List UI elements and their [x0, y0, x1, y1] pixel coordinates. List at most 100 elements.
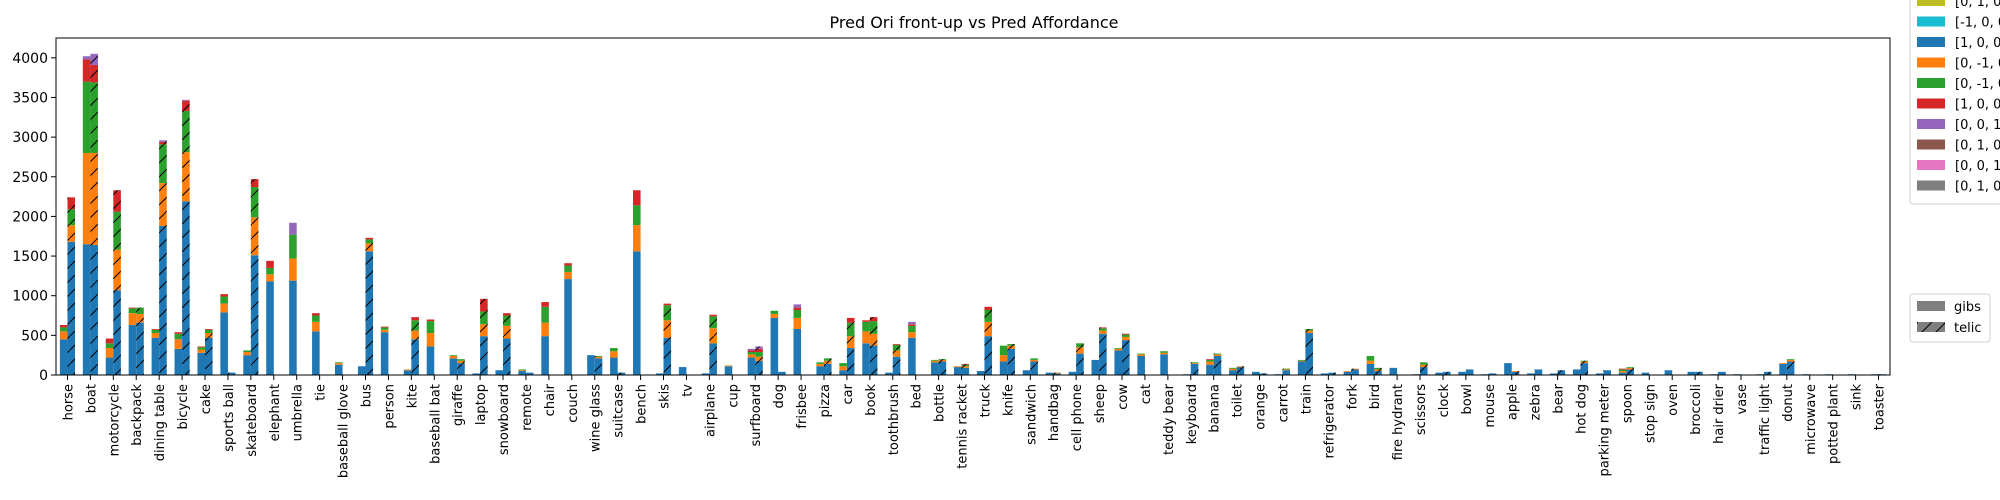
bar-segment	[793, 304, 802, 308]
bar-segment	[747, 348, 756, 351]
bar-segment-hatch	[1374, 371, 1382, 375]
bar-segment	[770, 310, 779, 314]
bars-layer	[59, 53, 1887, 375]
x-tick-label: broccoli	[1689, 384, 1704, 435]
x-tick-label: hair drier	[1712, 383, 1727, 444]
bar-segment	[426, 332, 435, 347]
bar-segment	[128, 325, 137, 375]
bar-segment-hatch	[709, 314, 717, 317]
x-tick-label: toothbrush	[887, 384, 902, 455]
bar-segment-hatch	[1076, 347, 1084, 354]
bar-segment	[541, 306, 549, 323]
bar-segment-hatch	[457, 359, 465, 361]
bar-segment	[862, 331, 870, 344]
bar-segment	[862, 321, 870, 332]
legend-label: [0, -1, 0	[1955, 57, 2000, 72]
bar-segment-hatch	[1626, 367, 1634, 370]
bar-segment-hatch	[984, 306, 993, 310]
x-tick-label: cell phone	[1070, 384, 1085, 451]
bar-segment	[1458, 371, 1466, 375]
bar-segment	[816, 362, 824, 364]
bar-segment-hatch	[1305, 329, 1313, 331]
bar-segment-hatch	[663, 305, 672, 321]
bar-segment	[426, 346, 435, 375]
bar-segment	[312, 331, 320, 375]
bar-segment	[1366, 363, 1375, 375]
bar-segment-hatch	[1534, 369, 1543, 375]
bar-segment	[128, 308, 137, 314]
bar-segment	[793, 317, 802, 330]
bar-segment-hatch	[1053, 372, 1061, 374]
bar-segment-hatch	[365, 239, 374, 244]
bar-segment-hatch	[1030, 359, 1038, 362]
bar-segment	[1572, 369, 1581, 375]
bar-segment-hatch	[984, 309, 993, 322]
bar-segment-hatch	[1763, 371, 1772, 375]
bar-segment	[105, 348, 114, 358]
bar-segment-hatch	[67, 225, 76, 242]
bar-segment	[266, 281, 274, 375]
x-tick-label: bus	[359, 384, 374, 407]
bar-segment	[426, 321, 435, 333]
bar-segment	[1229, 370, 1237, 375]
bar-segment-hatch	[892, 344, 901, 351]
legend-label: [-1, 0, 0	[1955, 16, 2000, 31]
plot-frame	[55, 37, 1891, 376]
bar-segment-hatch	[823, 360, 832, 364]
bar-segment	[1251, 371, 1260, 375]
bar-segment-hatch	[869, 317, 878, 322]
bar-segment-hatch	[136, 313, 144, 323]
x-tick-label: chair	[543, 383, 558, 416]
bar-segment-hatch	[961, 363, 970, 365]
x-tick-label: hot dog	[1575, 384, 1590, 434]
bar-segment	[82, 59, 91, 82]
bar-segment	[1114, 350, 1123, 375]
bar-segment	[197, 352, 206, 375]
x-tick-label: fire hydrant	[1391, 384, 1406, 460]
bar-segment	[266, 260, 274, 268]
bar-segment-hatch	[846, 317, 855, 323]
bar-segment	[1343, 371, 1352, 375]
x-tick-label: spoon	[1620, 384, 1635, 423]
bar-segment-hatch	[1282, 368, 1291, 370]
bar-segment	[449, 355, 458, 356]
bar-segment-hatch	[709, 316, 717, 329]
x-tick-label: potted plant	[1827, 384, 1842, 464]
bar-segment	[174, 332, 183, 334]
x-tick-label: clock	[1437, 384, 1452, 418]
x-tick-label: dog	[772, 384, 787, 408]
bar-segment-hatch	[663, 320, 672, 338]
bar-segment-hatch	[365, 237, 374, 240]
bar-segment-hatch	[1786, 359, 1795, 362]
bar-segment	[334, 364, 343, 375]
bar-segment-hatch	[411, 339, 419, 375]
bar-segment-hatch	[1305, 332, 1313, 375]
bar-segment	[105, 343, 114, 349]
bar-segment	[976, 371, 985, 375]
bar-segment-hatch	[1282, 369, 1291, 371]
bar-segment-hatch	[846, 336, 855, 349]
x-tick-label: teddy bear	[1162, 383, 1177, 455]
x-tick-label: carrot	[1276, 384, 1291, 422]
bar-segment	[633, 190, 641, 206]
bar-segment	[151, 337, 160, 375]
y-tick-label: 0	[39, 368, 48, 384]
bar-segment-hatch	[365, 243, 374, 252]
bar-segment-hatch	[1626, 369, 1634, 375]
bar-segment	[839, 363, 847, 367]
x-tick-label: skis	[658, 384, 673, 409]
bar-segment	[243, 355, 251, 375]
bar-segment	[1550, 373, 1558, 375]
bar-segment	[312, 321, 320, 332]
x-tick-label: sink	[1850, 384, 1865, 411]
x-tick-label: wine glass	[589, 384, 604, 452]
bar-segment	[472, 373, 481, 375]
x-tick-label: zebra	[1529, 384, 1544, 420]
legend-swatch	[1917, 78, 1945, 88]
bar-segment-hatch	[1420, 362, 1428, 365]
bar-segment	[633, 225, 641, 252]
x-tick-label: bicycle	[176, 384, 191, 429]
bar-segment-hatch	[1213, 353, 1222, 355]
bar-segment-hatch	[182, 110, 190, 153]
y-tick-label: 1000	[12, 289, 48, 305]
